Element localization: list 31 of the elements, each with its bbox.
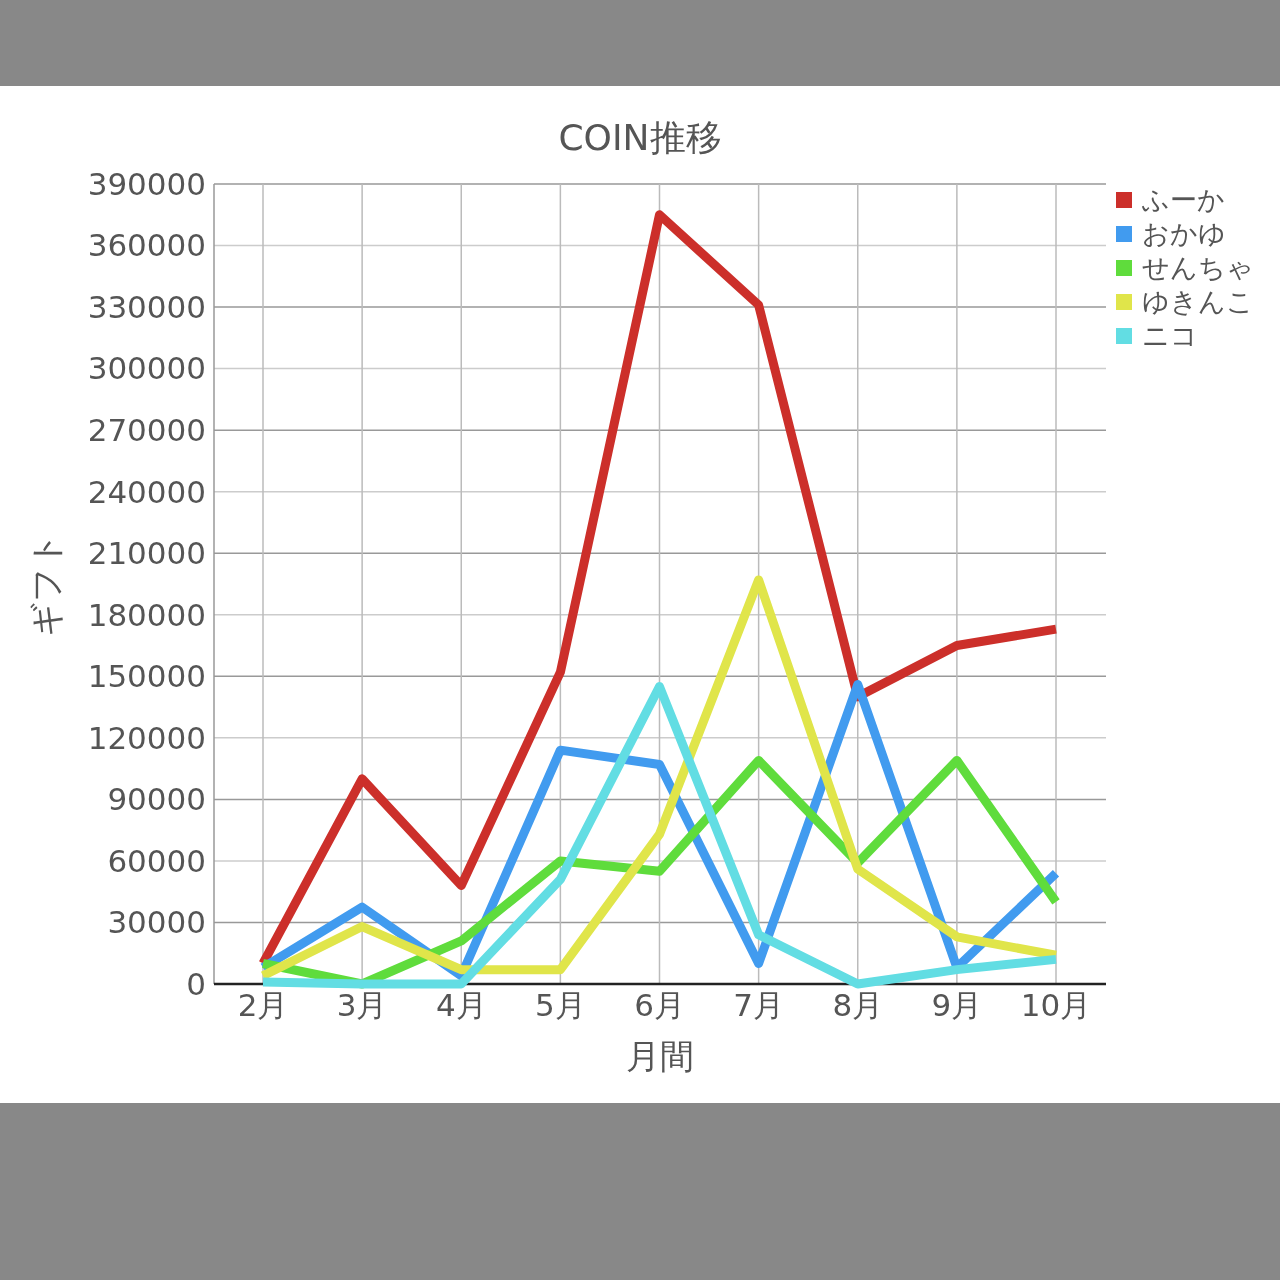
x-tick-label: 7月 <box>733 987 784 1023</box>
x-tick-label: 8月 <box>832 987 884 1023</box>
chart-title: COIN推移 <box>558 117 722 158</box>
x-tick-label: 9月 <box>931 987 983 1023</box>
y-tick-label: 210000 <box>87 535 206 572</box>
x-tick-label: 6月 <box>634 987 685 1023</box>
y-tick-label: 240000 <box>87 473 206 510</box>
y-tick-label: 360000 <box>87 227 206 264</box>
y-tick-label: 90000 <box>107 781 206 818</box>
x-tick-label: 10月 <box>1020 987 1092 1023</box>
legend-label: せんちゃ <box>1142 252 1254 284</box>
y-tick-label: 300000 <box>87 350 206 387</box>
x-tick-label: 5月 <box>535 987 586 1023</box>
legend-label: ゆきんこ <box>1142 286 1254 318</box>
y-tick-label: 0 <box>186 965 206 1002</box>
x-tick-label: 2月 <box>237 987 289 1023</box>
y-tick-label: 180000 <box>87 596 206 633</box>
legend-label: ニコ <box>1142 320 1198 352</box>
x-tick-label: 4月 <box>435 987 487 1023</box>
y-tick-label: 330000 <box>87 288 206 325</box>
legend-label: ふーか <box>1141 184 1225 216</box>
y-tick-label: 150000 <box>87 658 206 695</box>
y-tick-label: 30000 <box>107 904 206 941</box>
y-axis-title: ギフト <box>26 531 66 637</box>
x-tick-label: 3月 <box>336 987 388 1023</box>
y-tick-label: 390000 <box>87 165 206 202</box>
legend-label: おかゆ <box>1142 218 1226 250</box>
y-tick-label: 120000 <box>87 719 206 756</box>
y-tick-label: 60000 <box>107 842 206 879</box>
x-axis-title: 月間 <box>626 1036 694 1076</box>
y-tick-label: 270000 <box>87 412 206 448</box>
